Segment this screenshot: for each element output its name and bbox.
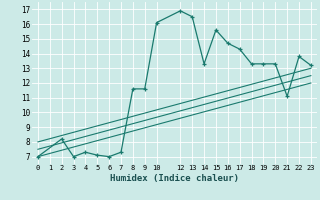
X-axis label: Humidex (Indice chaleur): Humidex (Indice chaleur) — [110, 174, 239, 183]
